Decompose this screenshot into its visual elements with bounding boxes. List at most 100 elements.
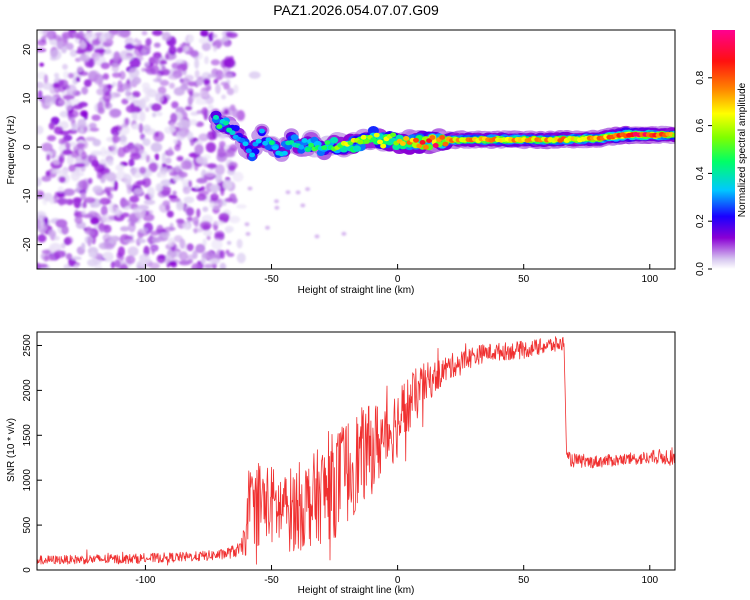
- spectrogram-noise-blob: [81, 86, 89, 95]
- spectrogram-noise-blob: [57, 79, 65, 86]
- spectrogram-noise-blob: [72, 33, 77, 38]
- colorbar-tick-label: 0.2: [695, 214, 706, 228]
- spectrogram-noise-blob: [88, 251, 97, 258]
- spectrogram-ridge-cell: [222, 120, 229, 126]
- spectrogram-noise-blob: [167, 237, 175, 247]
- spectrogram-noise-blob: [305, 187, 311, 192]
- colorbar: 0.0 0.2 0.4 0.6 0.8 Normalized spectral ampl…: [695, 30, 748, 276]
- spectrogram-noise-blob: [198, 90, 209, 98]
- spectrogram-noise-blob: [68, 164, 76, 172]
- spectrogram-noise-blob: [132, 91, 141, 98]
- spectrogram-noise-blob: [150, 65, 160, 75]
- spectrogram-noise-blob: [53, 126, 64, 135]
- spectrogram-noise-blob: [145, 154, 151, 163]
- spectrogram-noise-blob: [194, 184, 199, 190]
- spectrogram-noise-blob: [115, 30, 126, 37]
- spectrogram-noise-blob: [102, 233, 112, 243]
- spectrogram-noise-blob: [229, 215, 241, 224]
- spectrogram-ridge-cell: [422, 144, 429, 150]
- spectrogram-ridge-cell: [370, 137, 377, 143]
- colorbar-gradient: [712, 30, 735, 269]
- spectrogram-noise-blob: [123, 239, 136, 244]
- spectrogram-noise-blob: [236, 238, 243, 249]
- spectrogram-noise-blob: [192, 250, 198, 260]
- spectrogram-noise-blob: [41, 175, 52, 182]
- spectrogram-noise-blob: [85, 61, 91, 67]
- spectrogram-noise-blob: [37, 90, 43, 101]
- spectrogram-noise-blob: [217, 198, 223, 208]
- spectrogram-noise-blob: [37, 189, 45, 200]
- spectrogram-noise-blob: [168, 45, 177, 56]
- spectrogram-noise-blob: [89, 230, 96, 237]
- spectrogram-ridge-cell: [363, 139, 370, 144]
- spectrogram-noise-blob: [217, 147, 227, 158]
- spectrogram-noise-blob: [121, 98, 129, 105]
- spectrogram-noise-blob: [83, 197, 96, 204]
- snr-x-tick-label: 100: [641, 575, 658, 586]
- spectrogram-noise-blob: [126, 95, 136, 101]
- spectrogram-ridge-cell: [429, 135, 436, 140]
- spectrogram-noise-blob: [201, 42, 211, 52]
- spectrogram-ridge-cell: [321, 145, 328, 151]
- spectrogram-noise-blob: [90, 216, 100, 225]
- spectrogram-x-tick-label: -100: [135, 274, 155, 285]
- spectrogram-noise-blob: [155, 183, 163, 193]
- spectrogram-noise-blob: [144, 62, 150, 66]
- spectrogram-noise-blob: [176, 218, 185, 224]
- spectrogram-noise-blob: [223, 151, 236, 158]
- spectrogram-noise-blob: [102, 91, 112, 103]
- spectrogram-noise-blob: [295, 190, 301, 195]
- spectrogram-noise-blob: [150, 142, 163, 153]
- spectrogram-noise-blob: [51, 150, 57, 155]
- spectrogram-ridge-cell: [281, 150, 288, 156]
- spectrogram-ridge-cell: [290, 134, 299, 141]
- spectrogram-noise-blob: [244, 222, 250, 227]
- spectrogram-noise-blob: [212, 33, 218, 39]
- spectrogram-noise-blob: [78, 54, 91, 62]
- spectrogram-noise-blob: [130, 221, 135, 227]
- spectrogram-noise-blob: [125, 255, 136, 265]
- spectrogram-noise-blob: [166, 168, 174, 173]
- spectrogram-noise-blob: [81, 242, 86, 250]
- spectrogram-x-tick-label: 50: [518, 274, 530, 285]
- spectrogram-noise-blob: [159, 79, 170, 86]
- spectrogram-noise-blob: [200, 30, 209, 37]
- spectrogram-noise-blob: [138, 123, 143, 134]
- spectrogram-noise-blob: [73, 264, 79, 269]
- spectrogram-noise-blob: [105, 242, 113, 248]
- spectrogram-noise-blob: [226, 252, 235, 257]
- spectrogram-noise-blob: [119, 70, 126, 80]
- spectrogram-noise-blob: [62, 94, 75, 100]
- spectrogram-ridge-cell: [672, 132, 675, 138]
- spectrogram-noise-blob: [142, 177, 152, 188]
- spectrogram-noise-blob: [91, 114, 101, 121]
- spectrogram-noise-blob: [65, 100, 72, 111]
- spectrogram-y-ticks: -20 -10 0 10 20: [22, 44, 42, 252]
- spectrogram-noise-blob: [50, 49, 62, 61]
- spectrogram-noise-blob: [125, 88, 130, 97]
- spectrogram-noise-blob: [223, 109, 229, 115]
- spectrogram-noise-blob: [136, 180, 146, 186]
- spectrogram-noise-blob: [179, 238, 186, 249]
- spectrogram-x-axis-label: Height of straight line (km): [298, 285, 415, 296]
- spectrogram-noise-blob: [188, 90, 194, 97]
- spectrogram-noise-blob: [208, 33, 214, 42]
- spectrogram-noise-blob: [232, 171, 244, 182]
- spectrogram-noise-blob: [59, 110, 70, 118]
- spectrogram-noise-blob: [53, 250, 66, 259]
- spectrogram-noise-blob: [154, 55, 159, 66]
- spectrogram-noise-blob: [236, 252, 246, 264]
- spectrogram-ridge-cell: [245, 148, 252, 154]
- spectrogram-noise-blob: [66, 84, 77, 96]
- spectrogram-noise-blob: [119, 83, 132, 90]
- spectrogram-noise-blob: [247, 186, 253, 191]
- spectrogram-noise-blob: [117, 246, 125, 257]
- spectrogram-ridge-cell: [353, 145, 361, 152]
- spectrogram-ridge-cell: [380, 143, 387, 149]
- spectrogram-noise-blob: [148, 162, 158, 173]
- spectrogram-ridge-cell: [258, 128, 265, 134]
- spectrogram-ridge-cell: [395, 134, 404, 141]
- spectrogram-noise-blob: [120, 226, 130, 232]
- spectrogram-noise-blob: [143, 245, 150, 257]
